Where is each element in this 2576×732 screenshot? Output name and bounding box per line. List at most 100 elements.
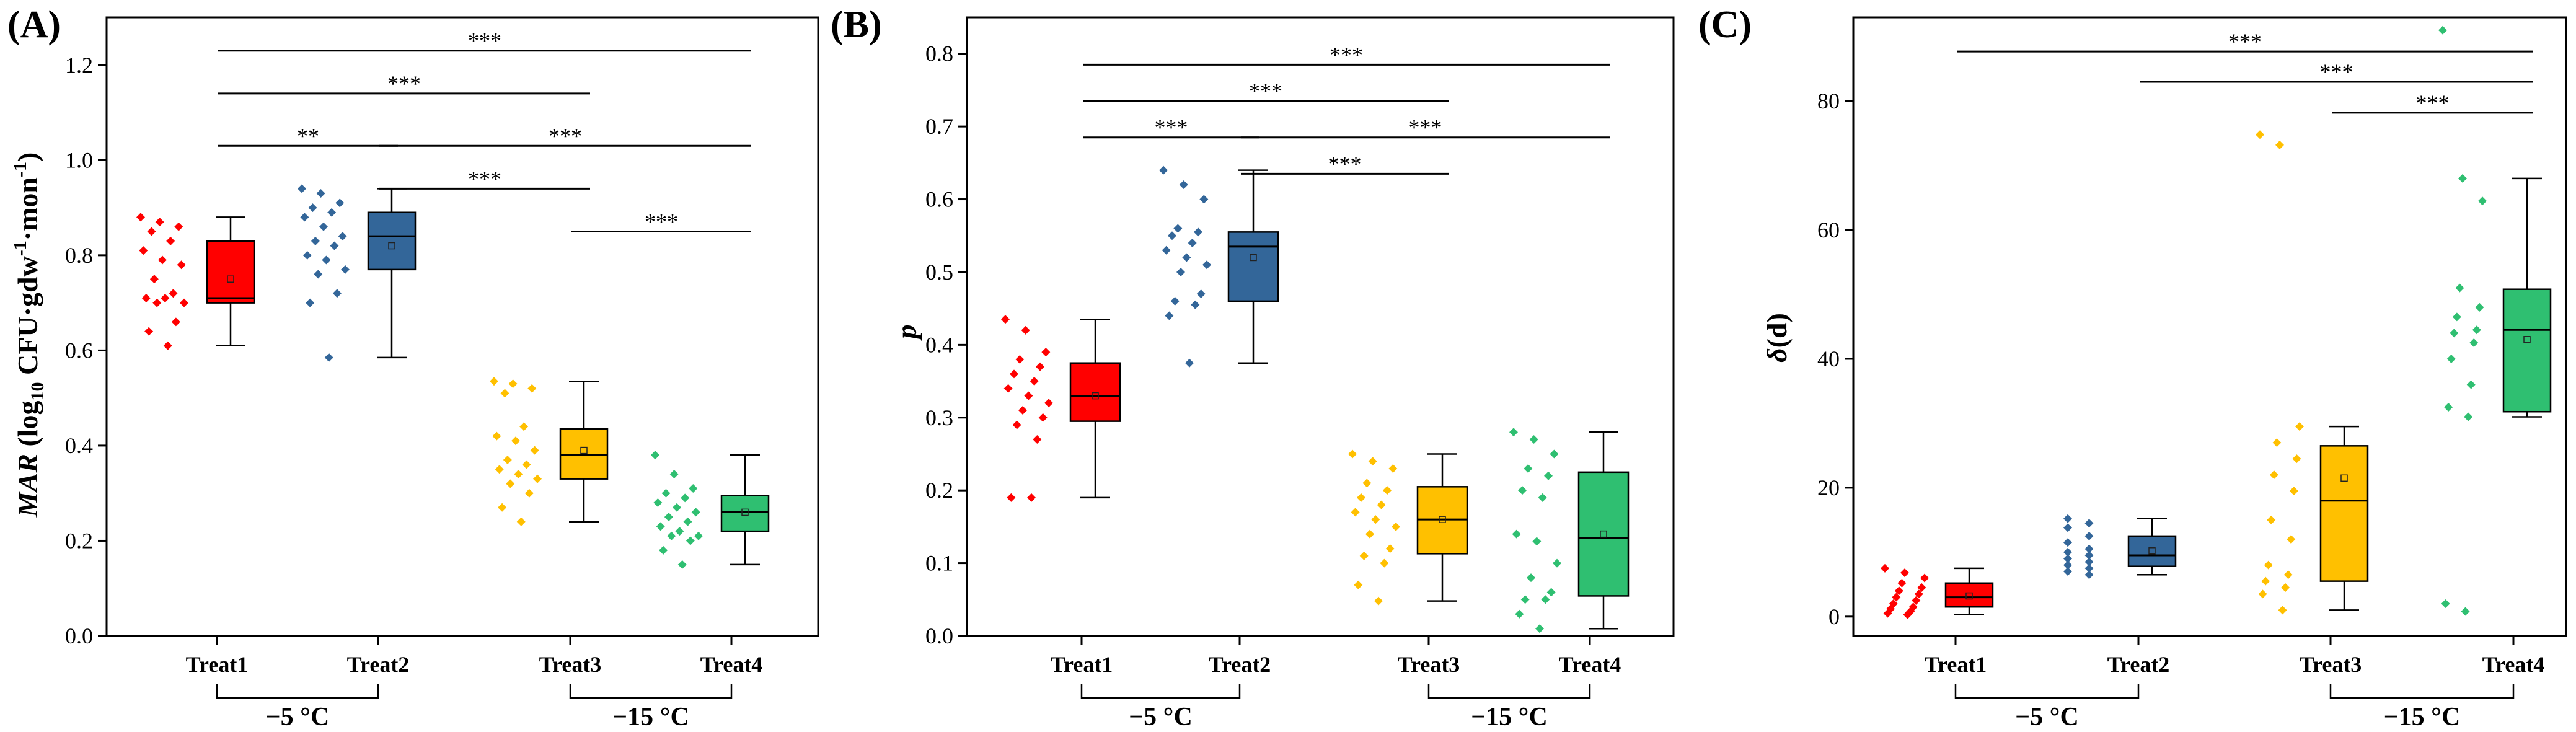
panel-c-label: (C) [1698, 4, 1752, 46]
panel-a-data-point [506, 479, 515, 488]
panel-b-data-point [1524, 464, 1533, 473]
panel-c-data-point [2464, 412, 2473, 421]
panel-a-mean-marker [741, 508, 749, 516]
panel-a-data-point [155, 218, 164, 227]
panel-c-data-point [1914, 589, 1923, 599]
panel-c-data-point [1881, 563, 1889, 573]
panel-a-data-point [319, 222, 328, 231]
panel-a-mean-marker [580, 446, 588, 454]
panel-c-data-point [2264, 560, 2273, 570]
panel-a-data-point [332, 289, 342, 298]
panel-c-data-point [2281, 583, 2290, 593]
panel-a-plot-frame [105, 16, 819, 637]
panel-c-data-point [2272, 438, 2282, 448]
panel-b-data-point [1385, 544, 1395, 553]
panel-c-data-point [2063, 514, 2072, 523]
panel-b-significance-label: *** [1409, 115, 1442, 140]
panel-a-ytick-label: 0.0 [65, 624, 93, 648]
panel-b-data-point [1368, 457, 1377, 466]
panel-a-data-point [163, 341, 172, 350]
panel-b-data-point [1007, 493, 1016, 502]
panel-c: (C) δ(d) 0 20 40 60 80 Treat1 Treat2 Treat3 Trea… [1698, 4, 2567, 731]
panel-a-data-point [306, 298, 315, 307]
panel-a-box [367, 211, 417, 271]
panel-b-data-point [1553, 558, 1561, 568]
panel-b-significance-label: *** [1249, 79, 1282, 104]
panel-b-data-point [1021, 325, 1030, 335]
panel-a-data-point [659, 545, 668, 555]
panel-c-mean-marker [1965, 592, 1973, 600]
panel-c-data-point [1903, 610, 1912, 619]
panel-a-data-point [139, 246, 148, 255]
panel-a-xtick-label: Treat2 [347, 652, 410, 677]
panel-b-ytick-label: 0.0 [925, 624, 953, 648]
panel-a-data-point [149, 275, 159, 284]
panel-a-data-point [174, 222, 183, 231]
panel-c-data-point [2441, 599, 2450, 609]
panel-b-data-point [1550, 449, 1559, 459]
panel-a-group-label: −5 °C [266, 703, 330, 731]
panel-b-data-point [1354, 580, 1363, 589]
panel-b-box [1227, 231, 1279, 302]
panel-a-data-point [516, 517, 526, 526]
panel-a-data-point [524, 488, 534, 498]
panel-b-data-point [1024, 391, 1033, 400]
panel-b-data-point [1512, 529, 1521, 539]
panel-a-ytick-label: 1.0 [65, 148, 93, 172]
panel-c-data-point [2258, 589, 2267, 599]
panel-b-data-point [1351, 508, 1360, 517]
panel-c-plot-frame [1852, 16, 2567, 637]
panel-a-data-point [511, 436, 520, 446]
panel-b-data-point [1380, 558, 1389, 568]
panel-a-label: (A) [7, 4, 61, 46]
panel-a-data-point [171, 317, 180, 327]
panel-a-data-point [161, 293, 170, 302]
panel-c-xtick-label: Treat3 [2300, 652, 2362, 677]
panel-b-significance-label: *** [1155, 115, 1188, 140]
panel-c-data-point [2084, 557, 2094, 567]
panel-a-group-label: −15 °C [612, 703, 689, 731]
panel-c-data-point [1912, 596, 1921, 605]
panel-c-group-bracket [1954, 684, 2140, 699]
panel-b-ytick-label: 0.1 [925, 551, 953, 576]
panel-c-y-axis-label: δ(d) [1761, 313, 1793, 363]
panel-b-mean-marker [1250, 254, 1257, 262]
panel-c-group-bracket [2329, 684, 2515, 699]
panel-a-data-point [675, 527, 684, 536]
panel-a-data-point [330, 241, 339, 250]
panel-b-data-point [1196, 289, 1206, 299]
panel-c-mean-marker [2523, 336, 2531, 343]
panel-c-data-point [2478, 196, 2487, 206]
panel-b-significance-label: *** [1328, 151, 1362, 176]
panel-b: (B) p 0.0 0.1 0.2 0.3 0.4 0.5 0.6 0.7 0.8 Treat1 T… [831, 4, 1675, 731]
panel-c-significance-label: *** [2228, 29, 2262, 54]
panel-b-data-point [1544, 471, 1553, 480]
panel-b-data-point [1173, 224, 1183, 233]
panel-c-data-point [2466, 380, 2476, 389]
panel-a-box [206, 240, 255, 304]
panel-b-plot: 0.0 0.1 0.2 0.3 0.4 0.5 0.6 0.7 0.8 Treat1 Treat2 T… [925, 42, 1630, 731]
panel-a-data-point [327, 208, 337, 217]
panel-c-data-point [2450, 329, 2459, 338]
panel-a-significance-label: ** [297, 123, 319, 148]
panel-b-mean-marker [1092, 392, 1099, 400]
panel-c-data-point [2458, 174, 2467, 183]
panel-b-data-point [1546, 588, 1556, 597]
panel-c-data-point [2084, 519, 2094, 528]
panel-c-significance-label: *** [2416, 90, 2450, 115]
panel-a-data-point [308, 203, 317, 213]
panel-a-data-point [311, 236, 320, 245]
panel-b-data-point [1170, 296, 1180, 306]
panel-a-significance-label: *** [387, 71, 421, 96]
panel-a-significance-label: *** [549, 123, 582, 148]
panel-a-data-point [324, 353, 333, 362]
panel-b-data-point [1176, 267, 1185, 276]
panel-c-group-label: −15 °C [2384, 703, 2461, 731]
panel-b-data-point [1359, 551, 1369, 560]
panel-c-data-point [2063, 547, 2072, 557]
panel-a-data-point [522, 460, 531, 469]
panel-a-data-point [691, 508, 700, 517]
panel-b-mean-marker [1600, 530, 1607, 538]
panel-c-data-point [2063, 554, 2072, 563]
panel-b-data-point [1001, 315, 1010, 324]
